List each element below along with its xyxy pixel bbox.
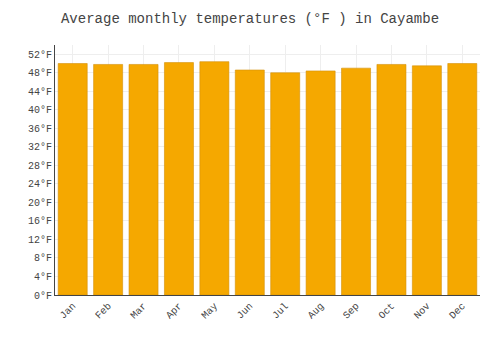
svg-text:May: May [200, 301, 221, 322]
svg-text:28°F: 28°F [28, 161, 52, 172]
svg-text:Jul: Jul [270, 301, 291, 322]
svg-text:12°F: 12°F [28, 235, 52, 246]
svg-text:48°F: 48°F [28, 68, 52, 79]
svg-text:Mar: Mar [129, 301, 150, 322]
svg-text:Dec: Dec [447, 301, 468, 322]
svg-text:Apr: Apr [164, 301, 185, 322]
svg-text:16°F: 16°F [28, 216, 52, 227]
svg-text:Aug: Aug [306, 301, 327, 322]
svg-text:Sep: Sep [341, 301, 362, 322]
svg-text:8°F: 8°F [34, 253, 52, 264]
svg-text:Jun: Jun [235, 301, 256, 322]
svg-text:Oct: Oct [377, 301, 398, 322]
svg-text:Jan: Jan [58, 301, 79, 322]
svg-text:36°F: 36°F [28, 124, 52, 135]
svg-text:Feb: Feb [93, 301, 114, 322]
svg-text:44°F: 44°F [28, 87, 52, 98]
svg-text:52°F: 52°F [28, 50, 52, 61]
svg-text:20°F: 20°F [28, 198, 52, 209]
svg-text:Nov: Nov [412, 301, 433, 322]
svg-text:32°F: 32°F [28, 142, 52, 153]
svg-text:4°F: 4°F [34, 272, 52, 283]
svg-text:40°F: 40°F [28, 105, 52, 116]
svg-text:24°F: 24°F [28, 179, 52, 190]
svg-text:0°F: 0°F [34, 291, 52, 302]
svg-text:Average monthly temperatures (: Average monthly temperatures (°F ) in Ca… [61, 11, 439, 27]
